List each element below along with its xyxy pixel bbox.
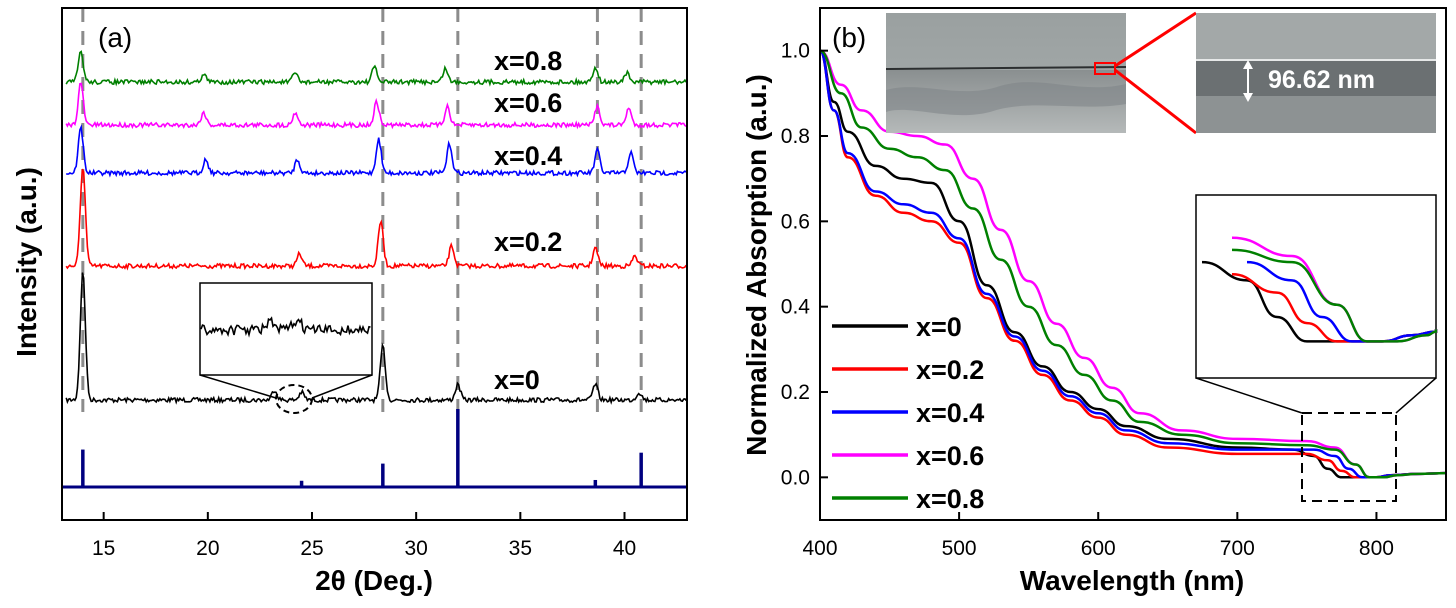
sem-zoom-substrate: [1196, 96, 1436, 133]
absorption-curve-x-0_8: [819, 49, 1447, 479]
sem-zoom-film: [1196, 60, 1436, 96]
panel-a-inset-connector-left: [199, 374, 277, 399]
xrd-trace-x-0: [65, 272, 687, 405]
panel-a-inset-box: [199, 282, 373, 376]
panel-a-series-label-2: x=0.4: [494, 141, 562, 171]
panel-a-x-tick-label-4: 35: [509, 537, 532, 560]
sem-zoom-region: [1094, 62, 1116, 75]
panel-a-x-axis-label: 2θ (Deg.): [315, 565, 433, 596]
panel-a-xrd: 15 20 25 30 35 40 (a) x=0 x=0.2 x=0.4 x=0.6 x=0.8…: [11, 7, 688, 596]
panel-b-y-tick-label-2: 0.4: [781, 296, 811, 319]
panel-b-x-axis-label: Wavelength (nm): [1020, 565, 1245, 596]
inset-curve-x-0_8: [1231, 248, 1438, 343]
panel-b-y-tick-label-4: 0.8: [781, 125, 810, 148]
panel-b-x-ticks: 400 500 600 700 800: [802, 512, 1394, 560]
panel-b-y-tick-label-0: 0.0: [781, 466, 810, 489]
panel-b-x-tick-label-4: 800: [1359, 537, 1394, 560]
panel-b-x-tick-label-1: 500: [942, 537, 977, 560]
xrd-trace-x-0_6: [65, 82, 687, 130]
sem-zoom-connector-top: [1114, 11, 1197, 68]
legend-label-4: x=0.8: [916, 484, 984, 514]
legend-label-2: x=0.4: [916, 398, 984, 428]
panel-b-y-tick-label-1: 0.2: [781, 381, 810, 404]
panel-b-sem-image-zoom: 96.62 nm: [1196, 13, 1436, 133]
panel-b-y-ticks: 0.0 0.2 0.4 0.6 0.8 1.0: [781, 40, 828, 489]
legend-label-1: x=0.2: [916, 355, 984, 385]
panel-a-x-tick-label-2: 25: [300, 537, 323, 560]
panel-a-inset-highlight-ellipse: [275, 384, 313, 414]
xrd-trace-x-0_8: [65, 50, 687, 87]
sem-scale-bar-label: 96.62 nm: [1268, 66, 1375, 94]
panel-b-plot-frame: [819, 7, 1447, 521]
panel-a-x-ticks: 15 20 25 30 35 40: [92, 512, 636, 560]
panel-b-y-axis-label: Normalized Absorption (a.u.): [741, 74, 772, 456]
panel-a-x-tick-label-1: 20: [196, 537, 219, 560]
absorption-curve-x-0_4: [818, 49, 1447, 479]
panel-a-series-label-4: x=0.8: [494, 46, 562, 76]
panel-a-inset-connector-right: [311, 374, 373, 399]
panel-b-y-tick-label-5: 1.0: [781, 40, 810, 63]
panel-a-y-axis-label: Intensity (a.u.): [11, 167, 42, 357]
panel-b-x-tick-label-2: 600: [1081, 537, 1116, 560]
panel-b-inset-highlight-box: [1301, 412, 1397, 502]
panel-a-inset-trace: [200, 316, 371, 338]
panel-b-inset-connector-right: [1395, 377, 1437, 414]
sem-wide-texture: [886, 82, 1126, 116]
panel-a-series-label-0: x=0: [494, 365, 540, 395]
panel-b-inset-curves: [1201, 236, 1438, 343]
panel-b-x-tick-label-0: 400: [802, 537, 837, 560]
sem-wide-film-line: [885, 66, 1127, 70]
legend-label-3: x=0.6: [916, 441, 984, 471]
panel-a-series-label-3: x=0.6: [494, 88, 562, 118]
xrd-trace-x-0_4: [66, 123, 687, 178]
panel-a-x-tick-label-5: 40: [613, 537, 636, 560]
panel-b-absorption: 400 500 600 700 800 0.0 0.2 0.4 0.6 0.8 1.0 (b): [741, 7, 1447, 596]
panel-a-x-tick-label-0: 15: [92, 537, 115, 560]
panel-a-series: [65, 50, 687, 405]
panel-b-y-tick-label-3: 0.6: [781, 210, 810, 233]
sem-zoom-connector-bottom: [1114, 68, 1197, 135]
panel-b-sem-image-wide: [885, 13, 1127, 133]
legend-label-0: x=0: [916, 312, 962, 342]
panel-b-series: [818, 49, 1447, 479]
double-arrow-icon: [1243, 60, 1253, 102]
panel-a-x-tick-label-3: 30: [404, 537, 427, 560]
panel-b-legend: x=0 x=0.2 x=0.4 x=0.6 x=0.8: [832, 312, 984, 514]
panel-a-series-label-1: x=0.2: [494, 227, 562, 257]
panel-b-label: (b): [832, 22, 866, 53]
panel-b-x-tick-label-3: 700: [1220, 537, 1255, 560]
panel-a-inset: [199, 282, 373, 414]
panel-a-reference-pattern: [62, 409, 687, 489]
panel-b-inset-connector-left: [1195, 377, 1303, 414]
panel-a-label: (a): [98, 22, 132, 53]
xrd-trace-x-0_2: [65, 168, 687, 271]
panel-a-plot-frame: [61, 7, 688, 521]
panel-b-inset: [1195, 194, 1438, 502]
panel-a-series-labels: x=0 x=0.2 x=0.4 x=0.6 x=0.8: [494, 46, 562, 395]
